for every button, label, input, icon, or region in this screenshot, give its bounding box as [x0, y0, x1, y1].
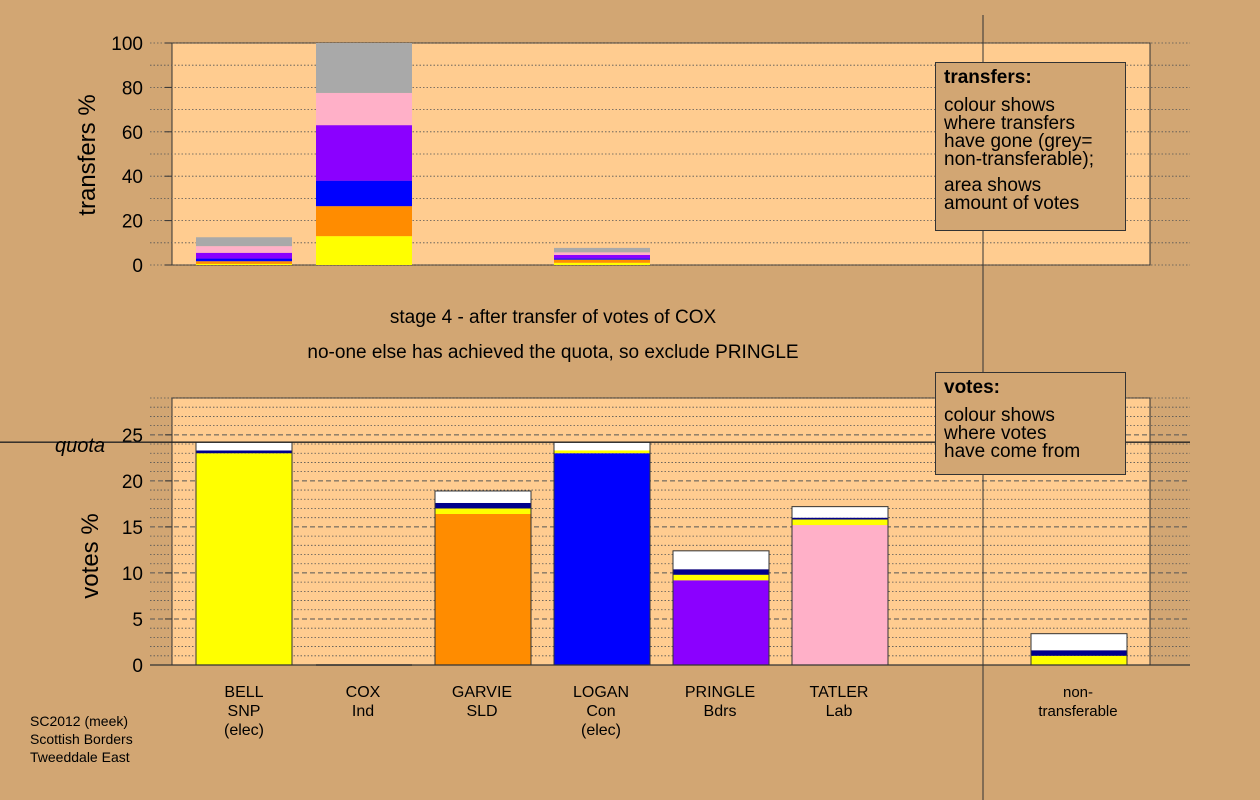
footer-caption: SC2012 (meek) Scottish Borders Tweeddale… — [30, 712, 133, 766]
transfers-y-tick-label: 100 — [111, 34, 143, 55]
votes-y-tick-label: 20 — [122, 472, 143, 493]
candidate-name: TATLER — [809, 684, 869, 701]
votes-bar-segment-tatler — [792, 519, 888, 526]
stage-subtitle: no-one else has achieved the quota, so e… — [307, 342, 799, 363]
stage-title: stage 4 - after transfer of votes of COX — [389, 307, 717, 328]
candidate-party: Ind — [351, 703, 375, 720]
transfers-bar-segment-logan — [554, 259, 650, 263]
candidate-label: COX Ind — [303, 683, 423, 721]
transfers-bar-segment-cox — [316, 43, 412, 93]
votes-bar-segment-logan — [554, 453, 650, 665]
votes-bar-segment-pringle — [673, 550, 769, 570]
candidate-party: Con — [586, 703, 616, 720]
footer-line: SC2012 (meek) — [30, 713, 129, 729]
candidate-name: COX — [345, 684, 381, 701]
transfers-y-tick-label: 40 — [122, 167, 143, 188]
transfers-legend-line: have gone (grey= — [944, 131, 1093, 152]
quota-label: quota — [55, 435, 105, 457]
candidate-party: Lab — [825, 703, 853, 720]
candidate-name: BELL — [224, 684, 264, 701]
votes-bar-segment-garvie — [435, 490, 531, 503]
votes-bar-segment-bell — [196, 442, 292, 451]
transfers-bar-segment-cox — [316, 180, 412, 207]
votes-legend-line: where votes — [944, 423, 1047, 444]
votes-bar-segment-non-transferable — [1031, 655, 1127, 665]
votes-y-axis-label: votes % — [77, 513, 104, 598]
candidate-status: (elec) — [580, 722, 621, 739]
candidate-party: SLD — [466, 703, 498, 720]
footer-line: Tweeddale East — [30, 749, 130, 765]
transfers-y-axis-label: transfers % — [74, 94, 101, 215]
votes-bar-segment-non-transferable — [1031, 650, 1127, 656]
votes-legend-line: have come from — [944, 441, 1081, 462]
transfers-legend-title: transfers: — [944, 67, 1032, 88]
votes-y-tick-label: 5 — [132, 610, 143, 631]
votes-y-tick-label: 15 — [122, 518, 143, 539]
votes-bar-segment-garvie — [435, 508, 531, 515]
votes-bar-segment-tatler — [792, 525, 888, 665]
votes-legend-line: colour shows — [944, 405, 1055, 426]
candidate-label-non-transferable: non- transferable — [1018, 683, 1138, 721]
votes-bar-segment-pringle — [673, 580, 769, 665]
transfers-y-tick-label: 60 — [122, 123, 143, 144]
transfers-y-tick-label: 80 — [122, 78, 143, 99]
transfers-bar-segment-bell — [196, 263, 292, 265]
transfers-legend-line: non-transferable); — [944, 149, 1094, 170]
transfers-legend-line: amount of votes — [944, 193, 1080, 214]
transfers-bar-segment-bell — [196, 246, 292, 253]
votes-bar-segment-tatler — [792, 517, 888, 520]
candidate-name: non- — [1062, 684, 1094, 701]
candidate-label: BELL SNP (elec) — [184, 683, 304, 740]
transfers-bar-segment-cox — [316, 92, 412, 126]
transfers-bar-segment-cox — [316, 125, 412, 181]
candidate-name: GARVIE — [451, 684, 513, 701]
transfers-bar-segment-bell — [196, 258, 292, 262]
votes-bar-segment-logan — [554, 442, 650, 451]
transfers-bar-segment-cox — [316, 206, 412, 237]
candidate-name: LOGAN — [572, 684, 629, 701]
votes-y-tick-label: 10 — [122, 564, 143, 585]
votes-bar-segment-garvie — [435, 502, 531, 509]
votes-legend-title: votes: — [944, 377, 1000, 398]
candidate-party: transferable — [1038, 703, 1118, 720]
votes-y-tick-label: 25 — [122, 426, 143, 447]
footer-line: Scottish Borders — [30, 731, 133, 747]
transfers-bar-segment-logan — [554, 255, 650, 259]
votes-bar-segment-bell — [196, 453, 292, 665]
transfers-bar-segment-logan — [554, 252, 650, 256]
candidate-label: LOGAN Con (elec) — [541, 683, 661, 740]
votes-legend: votes: colour shows where votes have com… — [935, 372, 1126, 475]
votes-bar-segment-pringle — [673, 569, 769, 575]
candidate-status: (elec) — [223, 722, 264, 739]
transfers-bar-segment-cox — [316, 236, 412, 265]
votes-y-tick-label: 0 — [132, 656, 143, 677]
votes-bar-segment-pringle — [673, 574, 769, 581]
transfers-bar-segment-bell — [196, 261, 292, 264]
candidate-party: Bdrs — [703, 703, 737, 720]
transfers-bar-segment-logan — [554, 258, 650, 260]
candidate-label: GARVIE SLD — [422, 683, 542, 721]
votes-bar-segment-non-transferable — [1031, 633, 1127, 651]
candidate-label: TATLER Lab — [779, 683, 899, 721]
transfers-bar-segment-bell — [196, 252, 292, 259]
transfers-bar-segment-logan — [554, 262, 650, 265]
candidate-party: SNP — [227, 703, 261, 720]
transfers-legend-line: colour shows — [944, 95, 1055, 116]
transfers-bar-segment-bell — [196, 237, 292, 247]
transfers-y-tick-label: 20 — [122, 212, 143, 233]
transfers-legend-line: where transfers — [944, 113, 1075, 134]
candidate-label: PRINGLE Bdrs — [660, 683, 780, 721]
votes-bar-segment-tatler — [792, 506, 888, 518]
transfers-bar-segment-logan — [554, 247, 650, 253]
candidate-name: PRINGLE — [684, 684, 756, 701]
votes-bar-segment-garvie — [435, 514, 531, 665]
transfers-legend-line: area shows — [944, 175, 1042, 196]
transfers-legend: transfers: colour shows where transfers … — [935, 62, 1126, 231]
votes-bar-segment-bell — [196, 450, 292, 454]
votes-bar-segment-logan — [554, 450, 650, 454]
transfers-y-tick-label: 0 — [132, 256, 143, 277]
